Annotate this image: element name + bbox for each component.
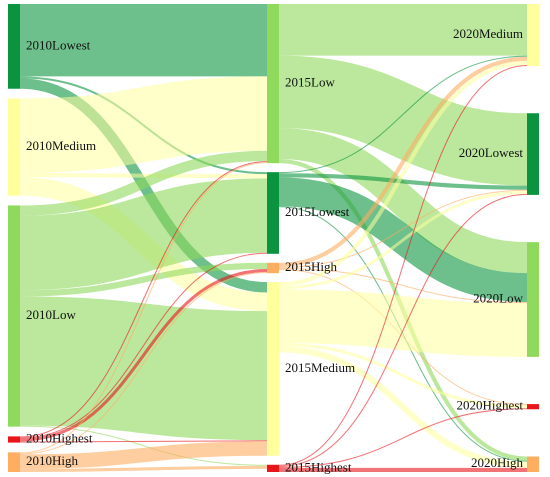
label-2010Highest: 2010Highest — [26, 430, 93, 445]
label-2015Low: 2015Low — [285, 75, 335, 90]
flow-2015Medium-2020Low — [278, 289, 528, 357]
flow-2010Low-2015High — [19, 262, 268, 297]
node-2020Low — [527, 242, 539, 357]
flow-2015Medium-2020Highest — [278, 343, 528, 409]
flow-2015High-2020Medium — [278, 56, 528, 267]
node-2020High — [527, 456, 539, 472]
flow-2010Highest-2015Medium — [19, 440, 268, 443]
sankey-links — [19, 3, 528, 473]
sankey-labels: 2010Lowest 2010Medium 2010Low 2010Highest 20… — [26, 26, 524, 474]
label-2010Lowest: 2010Lowest — [26, 37, 91, 52]
node-2015Lowest — [267, 172, 279, 254]
flow-2015Medium-2020High — [278, 346, 528, 468]
flow-2015Lowest-2020Lowest — [278, 173, 528, 190]
node-2010Lowest — [8, 4, 20, 89]
node-2010Medium — [8, 98, 20, 196]
label-2015High: 2015High — [285, 259, 338, 274]
flow-2010Highest-2015Low — [19, 161, 268, 438]
label-2020High: 2020High — [471, 455, 524, 470]
label-2020Medium: 2020Medium — [453, 26, 523, 41]
label-2010High: 2010High — [26, 453, 79, 468]
flow-2010High-2015High — [19, 272, 268, 455]
label-2020Highest: 2020Highest — [457, 398, 524, 413]
flow-2015Medium-2020Medium — [278, 60, 528, 287]
flow-2010Medium-2015Low — [19, 76, 268, 173]
node-2015High — [267, 262, 279, 274]
sankey-nodes — [8, 4, 539, 472]
flow-2010Low-2015Lowest — [19, 178, 268, 291]
flow-2015High-2020Lowest — [278, 189, 528, 268]
node-2015Low — [267, 4, 279, 164]
flow-2010High-2015Medium — [19, 441, 268, 469]
flow-2015Low-2020Lowest — [278, 55, 528, 186]
flow-2015Low-2020Low — [278, 128, 528, 274]
label-2015Highest: 2015Highest — [285, 459, 352, 474]
flow-2015Lowest-2020Medium — [278, 55, 528, 174]
label-2020Low: 2020Low — [473, 290, 523, 305]
label-2015Medium: 2015Medium — [285, 360, 355, 375]
node-2020Medium — [527, 4, 539, 67]
node-2015Medium — [267, 282, 279, 456]
node-2010Highest — [8, 436, 20, 443]
flow-2015Highest-2020Medium — [278, 64, 528, 466]
flow-2015Medium-2020Lowest — [278, 190, 528, 290]
flow-2010Low-2015Medium — [19, 296, 268, 441]
flow-2010Medium-2015Lowest — [19, 172, 268, 179]
flow-2010High-2015Low — [19, 162, 268, 454]
node-2010High — [8, 452, 20, 472]
node-2020Lowest — [527, 113, 539, 195]
flow-2010High-2015Highest — [19, 465, 268, 473]
node-2010Low — [8, 205, 20, 427]
node-2020Highest — [527, 404, 539, 410]
label-2010Medium: 2010Medium — [26, 138, 96, 153]
flow-2010Low-2015Highest — [19, 425, 268, 466]
flow-2010Low-2015Low — [19, 150, 268, 216]
flow-2010Highest-2015High — [19, 269, 268, 442]
flow-2015Highest-2020Lowest — [278, 193, 528, 467]
flow-2010Highest-2015Lowest — [19, 252, 268, 439]
node-2015Highest — [267, 464, 279, 472]
label-2020Lowest: 2020Lowest — [459, 145, 524, 160]
label-2010Low: 2010Low — [26, 307, 76, 322]
label-2015Lowest: 2015Lowest — [285, 204, 350, 219]
flow-2015Highest-2020Highest — [278, 408, 528, 468]
flow-2015High-2020Low — [278, 267, 528, 304]
